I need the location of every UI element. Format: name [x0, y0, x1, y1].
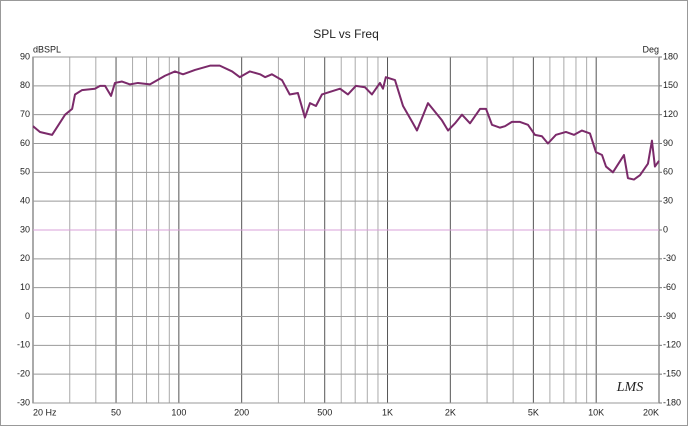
x-tick-label: 1K	[382, 407, 393, 417]
spl-line	[32, 64, 660, 181]
watermark: LMS	[616, 380, 643, 395]
y-tick-label: 80	[20, 80, 30, 90]
x-tick-label: 20K	[643, 407, 659, 417]
y2-tick-label: -30	[663, 253, 676, 263]
y2-tick-label: 60	[663, 167, 673, 177]
y-tick-label: 40	[20, 196, 30, 206]
x-tick-label: 10K	[588, 407, 604, 417]
y2-tick-label: -180	[663, 397, 681, 407]
y-tick-label: -30	[17, 397, 30, 407]
y2-tick-label: 90	[663, 138, 673, 148]
y-tick-label: 50	[20, 167, 30, 177]
y2-tick-label: 0	[663, 224, 668, 234]
chart-title: SPL vs Freq	[313, 27, 379, 41]
x-tick-label: 200	[234, 407, 249, 417]
y-axis-label: dBSPL	[33, 44, 61, 54]
y-tick-label: -20	[17, 369, 30, 379]
y2-tick-label: 150	[663, 80, 678, 90]
y-tick-label: 10	[20, 282, 30, 292]
y2-axis-label: Deg	[642, 44, 659, 54]
y2-tick-label: -150	[663, 369, 681, 379]
y-tick-label: 60	[20, 138, 30, 148]
y2-tick-label: 120	[663, 109, 678, 119]
y-tick-label: 30	[20, 224, 30, 234]
y-tick-label: 70	[20, 109, 30, 119]
y-tick-label: -10	[17, 340, 30, 350]
x-tick-label: 5K	[528, 407, 539, 417]
x-tick-label: 100	[171, 407, 186, 417]
y-tick-label: 0	[25, 311, 30, 321]
x-tick-label: 2K	[445, 407, 456, 417]
x-tick-label: 500	[317, 407, 332, 417]
x-tick-label: 20 Hz	[33, 407, 57, 417]
y2-tick-label: 180	[663, 51, 678, 61]
y2-tick-label: -60	[663, 282, 676, 292]
y2-tick-label: -120	[663, 340, 681, 350]
y-tick-label: 20	[20, 253, 30, 263]
y-tick-label: 90	[20, 51, 30, 61]
x-tick-label: 50	[111, 407, 121, 417]
y2-tick-label: -90	[663, 311, 676, 321]
y2-tick-label: 30	[663, 196, 673, 206]
